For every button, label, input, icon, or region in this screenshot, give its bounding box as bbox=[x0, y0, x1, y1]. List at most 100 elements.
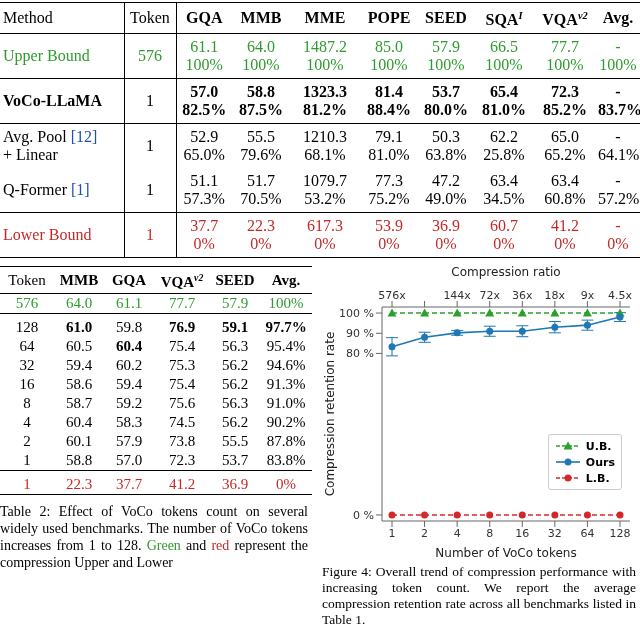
html-text:100%: 100% bbox=[485, 56, 523, 74]
html-text:1210.3: 1210.3 bbox=[303, 128, 347, 146]
html-text:Lower Bound: Lower Bound bbox=[3, 226, 92, 244]
html-text:65.2%: 65.2% bbox=[544, 146, 586, 164]
html-text:100%: 100% bbox=[599, 56, 637, 74]
svg-text:64: 64 bbox=[580, 527, 594, 540]
html-text:SQAI: SQAI bbox=[485, 10, 523, 29]
svg-text:9x: 9x bbox=[581, 289, 595, 302]
svg-text:32: 32 bbox=[548, 527, 562, 540]
html-text:53.2%: 53.2% bbox=[304, 190, 346, 208]
html-text:50.3: 50.3 bbox=[432, 128, 460, 146]
html-text:81.4: 81.4 bbox=[375, 83, 403, 101]
html-text:VQAv2: VQAv2 bbox=[542, 10, 588, 29]
html-text:75.2%: 75.2% bbox=[368, 190, 410, 208]
svg-text:128: 128 bbox=[610, 527, 631, 540]
svg-text:80 %: 80 % bbox=[346, 347, 374, 360]
html-text:57.0: 57.0 bbox=[190, 83, 219, 101]
html-text:81.0%: 81.0% bbox=[368, 146, 410, 164]
html-text:Token: Token bbox=[130, 9, 170, 27]
html-text:57.2%: 57.2% bbox=[598, 190, 640, 208]
html-text:64.1%: 64.1% bbox=[598, 146, 640, 164]
html-text:Q-Former [1]: Q-Former [1] bbox=[3, 181, 90, 199]
html-text:Method: Method bbox=[3, 9, 53, 27]
svg-text:100 %: 100 % bbox=[339, 307, 374, 320]
html-text:SEED: SEED bbox=[425, 9, 467, 27]
html-text:100%: 100% bbox=[306, 56, 344, 74]
html-text:+ Linear: + Linear bbox=[3, 146, 58, 164]
html-text:81.0%: 81.0% bbox=[482, 101, 526, 119]
html-text:60.8%: 60.8% bbox=[544, 190, 586, 208]
svg-text:36x: 36x bbox=[512, 289, 533, 302]
html-text:63.4: 63.4 bbox=[551, 172, 579, 190]
html-text:34.5%: 34.5% bbox=[483, 190, 525, 208]
html-text:53.7: 53.7 bbox=[432, 83, 460, 101]
html-text:100%: 100% bbox=[427, 56, 465, 74]
html-text:51.7: 51.7 bbox=[247, 172, 275, 190]
html-text:1487.2: 1487.2 bbox=[303, 38, 347, 56]
html-text:VoCo-LLaMA: VoCo-LLaMA bbox=[3, 92, 102, 110]
html-text:81.2%: 81.2% bbox=[303, 101, 347, 119]
html-text:49.0%: 49.0% bbox=[425, 190, 467, 208]
html-text:100%: 100% bbox=[546, 56, 584, 74]
svg-text:4: 4 bbox=[454, 527, 461, 540]
html-text:576: 576 bbox=[138, 47, 162, 65]
html-text:100%: 100% bbox=[242, 56, 280, 74]
html-text:65.0: 65.0 bbox=[551, 128, 579, 146]
html-text:72.3: 72.3 bbox=[551, 83, 579, 101]
html-text:64.0: 64.0 bbox=[247, 38, 275, 56]
html-text:100%: 100% bbox=[185, 56, 223, 74]
html-text:80.0%: 80.0% bbox=[424, 101, 468, 119]
html-text:88.4%: 88.4% bbox=[367, 101, 411, 119]
html-text:61.1: 61.1 bbox=[190, 38, 219, 56]
html-text:1079.7: 1079.7 bbox=[303, 172, 347, 190]
html-text:Avg. Pool [12]: Avg. Pool [12] bbox=[3, 128, 98, 146]
html-text:79.6%: 79.6% bbox=[240, 146, 282, 164]
html-text:65.4: 65.4 bbox=[490, 83, 518, 101]
svg-text:Compression retention rate: Compression retention rate bbox=[323, 332, 337, 497]
html-text:GQA: GQA bbox=[186, 9, 223, 27]
html-text:77.7: 77.7 bbox=[551, 38, 579, 56]
svg-text:8: 8 bbox=[486, 527, 493, 540]
html-text:66.5: 66.5 bbox=[490, 38, 518, 56]
html-text:55.5: 55.5 bbox=[247, 128, 275, 146]
svg-text:2: 2 bbox=[421, 527, 428, 540]
html-text:MMB: MMB bbox=[240, 9, 282, 27]
html-text:68.1%: 68.1% bbox=[304, 146, 346, 164]
svg-text:576x: 576x bbox=[378, 289, 406, 302]
svg-text:144x: 144x bbox=[443, 289, 471, 302]
html-text:63.4: 63.4 bbox=[490, 172, 518, 190]
html-text:79.1: 79.1 bbox=[375, 128, 403, 146]
html-text:85.2%: 85.2% bbox=[543, 101, 587, 119]
html-text:87.5%: 87.5% bbox=[239, 101, 283, 119]
html-text:47.2: 47.2 bbox=[432, 172, 460, 190]
svg-text:72x: 72x bbox=[479, 289, 500, 302]
html-text:Upper Bound: Upper Bound bbox=[3, 47, 90, 65]
html-text:100%: 100% bbox=[370, 56, 408, 74]
svg-text:0 %: 0 % bbox=[353, 509, 374, 522]
html-text:Avg.: Avg. bbox=[602, 9, 634, 27]
html-text:52.9: 52.9 bbox=[190, 128, 219, 146]
svg-text:Number of VoCo tokens: Number of VoCo tokens bbox=[435, 546, 576, 560]
html-text:57.3%: 57.3% bbox=[183, 190, 225, 208]
html-text:77.3: 77.3 bbox=[375, 172, 403, 190]
svg-text:90 %: 90 % bbox=[346, 327, 374, 340]
html-text:51.1: 51.1 bbox=[190, 172, 219, 190]
svg-text:18x: 18x bbox=[545, 289, 566, 302]
html-text:25.8%: 25.8% bbox=[483, 146, 525, 164]
html-text:37.7: 37.7 bbox=[190, 217, 219, 235]
html-text:1323.3: 1323.3 bbox=[303, 83, 347, 101]
html-text:85.0: 85.0 bbox=[375, 38, 403, 56]
html-text:62.2: 62.2 bbox=[490, 128, 518, 146]
svg-text:1: 1 bbox=[389, 527, 396, 540]
html-text:POPE: POPE bbox=[367, 9, 411, 27]
svg-text:Compression ratio: Compression ratio bbox=[451, 265, 560, 279]
html-text:70.5%: 70.5% bbox=[240, 190, 282, 208]
svg-text:16: 16 bbox=[515, 527, 529, 540]
html-text:63.8%: 63.8% bbox=[425, 146, 467, 164]
svg-text:4.5x: 4.5x bbox=[608, 289, 632, 302]
html-text:MME: MME bbox=[304, 9, 346, 27]
html-text:58.8: 58.8 bbox=[247, 83, 275, 101]
html-text:Table 2: Effect of VoCo tokens: Table 2: Effect of VoCo tokens count on … bbox=[0, 504, 308, 570]
html-text:57.9: 57.9 bbox=[432, 38, 460, 56]
html-text:65.0%: 65.0% bbox=[183, 146, 225, 164]
html-text:82.5%: 82.5% bbox=[182, 101, 227, 119]
